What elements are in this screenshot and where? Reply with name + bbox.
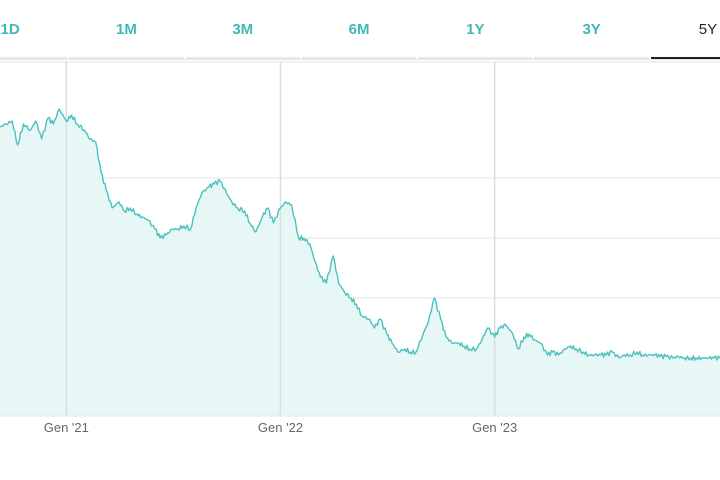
tab-1d[interactable]: 1D xyxy=(0,0,68,59)
price-chart-svg: Gen '21 Gen '22 Gen '23 xyxy=(0,61,720,435)
line-layer xyxy=(0,108,720,361)
price-chart[interactable]: Gen '21 Gen '22 Gen '23 xyxy=(0,60,720,480)
tab-5y[interactable]: 5Y xyxy=(650,0,720,59)
range-tabs: 1D 1M 3M 6M 1Y 3Y 5Y xyxy=(0,0,720,60)
series-area xyxy=(0,109,720,416)
tab-3m[interactable]: 3M xyxy=(185,0,301,59)
x-tick-label: Gen '22 xyxy=(258,420,303,435)
series-line xyxy=(0,108,720,361)
tab-1y[interactable]: 1Y xyxy=(417,0,533,59)
x-axis-ticks: Gen '21 Gen '22 Gen '23 xyxy=(44,420,518,435)
tab-1m[interactable]: 1M xyxy=(68,0,184,59)
tab-3y[interactable]: 3Y xyxy=(533,0,650,59)
tab-6m[interactable]: 6M xyxy=(301,0,417,59)
x-tick-label: Gen '23 xyxy=(472,420,517,435)
x-tick-label: Gen '21 xyxy=(44,420,89,435)
area-layer xyxy=(0,109,720,416)
